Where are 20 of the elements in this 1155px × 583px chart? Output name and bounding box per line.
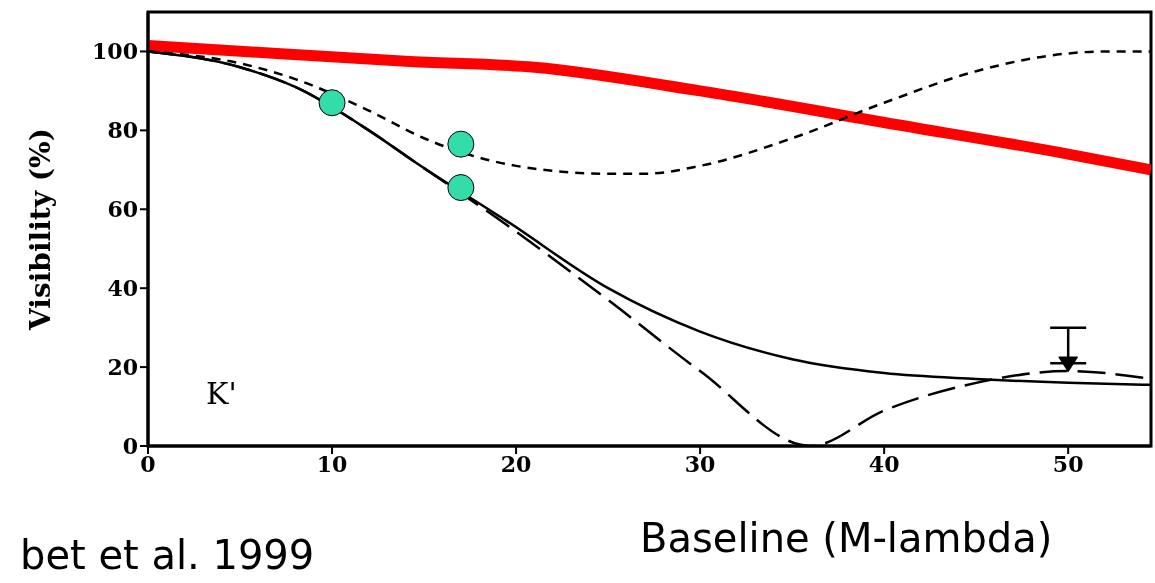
y-tick-label: 0 [122,432,138,459]
x-tick-label: 40 [868,450,900,477]
y-tick-label: 100 [92,38,138,65]
x-tick-label: 10 [316,450,348,477]
text: bet et al. 1999 [20,532,315,578]
y-tick-label: 20 [107,353,138,380]
y-tick-label: 80 [107,117,138,144]
x-tick-label: 0 [140,450,156,477]
point [318,89,346,117]
x-tick-label: 20 [500,450,532,477]
x-tick-label: 30 [684,450,716,477]
point [447,130,475,158]
x-axis-title: Baseline (M-lambda) [640,515,1053,561]
y-tick-label: 40 [107,274,138,301]
point [1058,356,1078,372]
annotation: K' [206,376,237,411]
point [447,174,475,202]
y-axis-title: Visibility (%) [23,128,57,331]
y-tick-label: 60 [107,196,138,223]
x-tick-label: 50 [1052,450,1084,477]
